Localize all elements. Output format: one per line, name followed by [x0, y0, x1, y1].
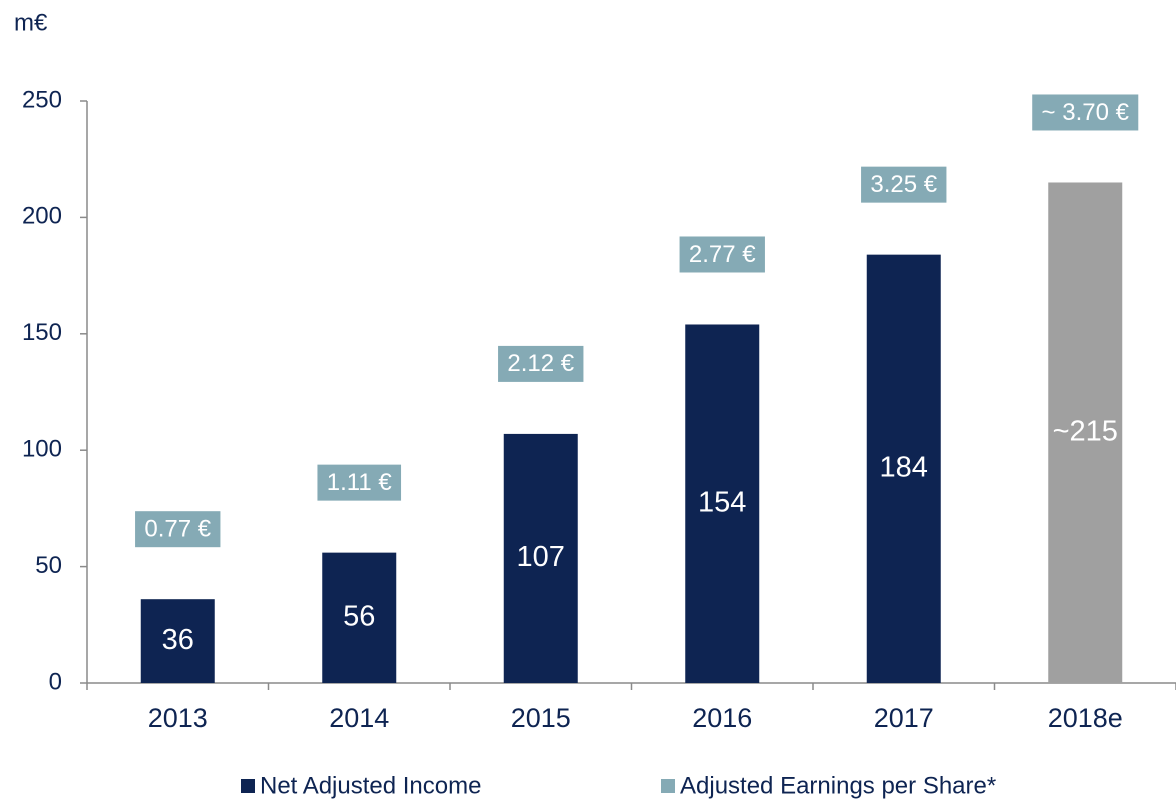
x-tick-label: 2014: [329, 703, 389, 733]
bar-value-label: 107: [517, 541, 565, 573]
x-tick-label: 2018e: [1048, 703, 1123, 733]
bar: [1048, 182, 1123, 684]
bar-value-label: 184: [880, 451, 928, 483]
x-tick-label: 2016: [692, 703, 752, 733]
eps-label-box: [1032, 94, 1139, 131]
bar-value-label: ~215: [1053, 415, 1118, 447]
bar: [685, 324, 760, 683]
eps-value-label: 1.11 €: [327, 469, 393, 496]
y-tick-label: 150: [22, 319, 62, 346]
bar-value-label: 154: [698, 486, 746, 518]
legend-label: Net Adjusted Income: [260, 772, 481, 799]
y-tick-label: 50: [35, 552, 62, 579]
eps-value-label: 2.12 €: [507, 350, 574, 377]
x-tick-label: 2017: [874, 703, 934, 733]
eps-value-label: 2.77 €: [689, 241, 756, 268]
bar: [140, 599, 215, 683]
y-tick-label: 250: [22, 86, 62, 113]
eps-label-box: [135, 511, 221, 548]
bar: [322, 552, 397, 683]
eps-label-box: [317, 464, 402, 501]
eps-value-label: ~ 3.70 €: [1042, 99, 1130, 126]
x-tick-label: 2013: [148, 703, 208, 733]
legend-label: Adjusted Earnings per Share*: [680, 772, 996, 799]
y-tick-label: 0: [49, 668, 62, 695]
bar-value-label: 56: [343, 600, 375, 632]
x-tick-label: 2015: [511, 703, 571, 733]
y-tick-label: 100: [22, 436, 62, 463]
legend-swatch: [241, 779, 255, 793]
eps-label-box: [679, 236, 765, 273]
eps-value-label: 0.77 €: [144, 516, 211, 543]
bar: [866, 254, 941, 683]
eps-label-box: [861, 166, 947, 203]
eps-label-box: [498, 345, 584, 382]
eps-value-label: 3.25 €: [870, 171, 937, 198]
y-axis-label: m€: [14, 9, 48, 36]
y-tick-label: 200: [22, 203, 62, 230]
bar-value-label: 36: [162, 624, 194, 656]
legend-swatch: [661, 779, 675, 793]
bar: [503, 433, 578, 683]
